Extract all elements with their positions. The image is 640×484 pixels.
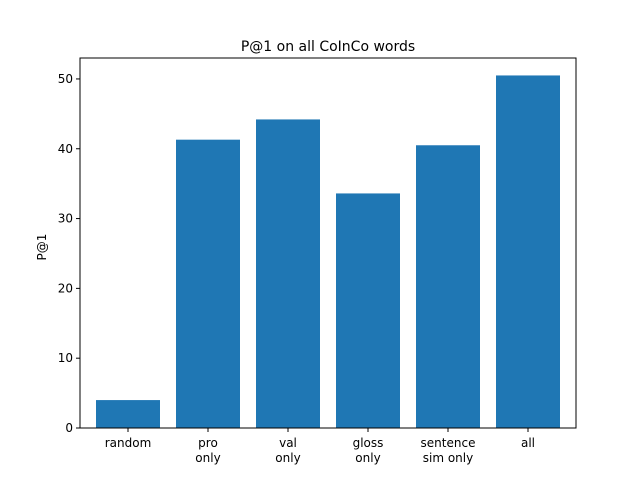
x-tick-label: gloss	[353, 436, 384, 450]
x-tick-label: sentence	[421, 436, 476, 450]
y-tick-label: 40	[58, 142, 73, 156]
x-tick-label: only	[355, 451, 380, 465]
x-tick-label: val	[279, 436, 297, 450]
x-tick-label: all	[521, 436, 535, 450]
bars-layer	[96, 75, 560, 429]
bar	[336, 193, 400, 428]
x-tick-label: sim only	[423, 451, 473, 465]
plot-frame	[79, 57, 577, 429]
bar	[496, 75, 560, 429]
y-tick-label: 50	[58, 72, 73, 86]
y-tick-label: 10	[58, 351, 73, 365]
chart-title: P@1 on all CoInCo words	[241, 39, 415, 55]
x-tick-label: only	[195, 451, 220, 465]
x-tick-label: pro	[198, 436, 218, 450]
x-tick-label: random	[105, 436, 152, 450]
x-axis-ticks: random proonlyvalonlyglossonlysentencesim…	[105, 428, 535, 465]
y-axis-ticks: 0 10 20 30 40 50	[58, 72, 80, 435]
y-tick-label: 20	[58, 281, 73, 295]
x-tick-label: only	[275, 451, 300, 465]
y-tick-label: 30	[58, 212, 73, 226]
bar	[176, 139, 240, 428]
bar	[256, 119, 320, 428]
y-axis-label: P@1	[35, 234, 49, 261]
bar	[96, 400, 160, 428]
bar	[416, 145, 480, 428]
y-tick-label: 0	[65, 421, 73, 435]
